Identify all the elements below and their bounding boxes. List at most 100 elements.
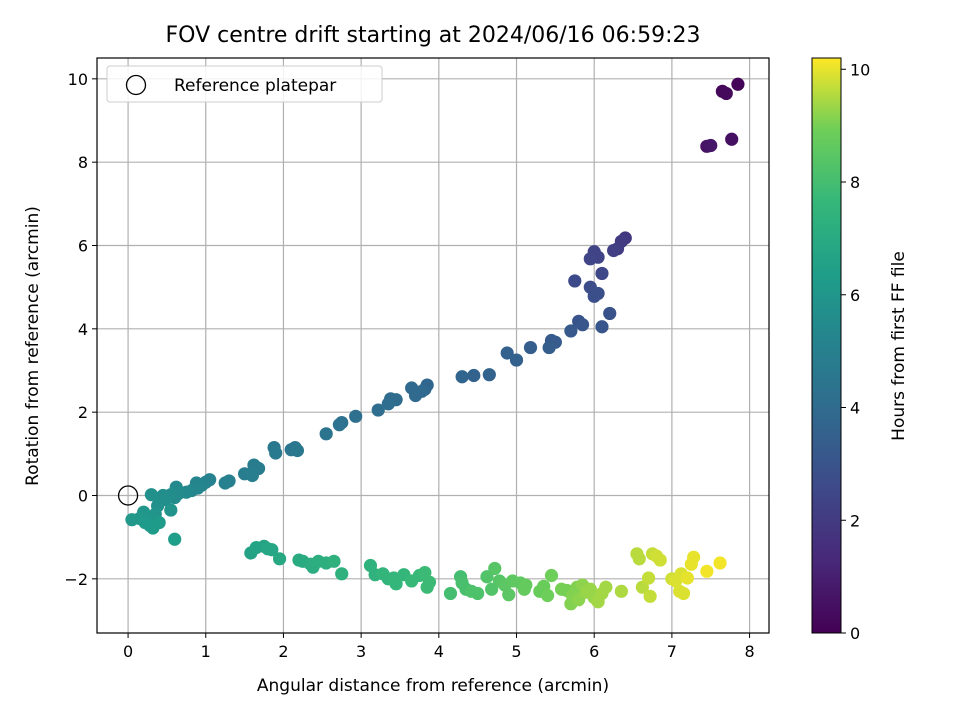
data-point [687, 550, 701, 564]
data-point [676, 586, 691, 601]
data-point [713, 556, 727, 570]
y-axis-ticks: −2 0 2 4 6 8 10 [64, 70, 97, 589]
x-tick-label: 7 [667, 642, 677, 661]
data-point [725, 132, 739, 146]
data-point [700, 564, 714, 578]
x-tick-label: 1 [201, 642, 211, 661]
data-point [641, 571, 656, 585]
legend-marker-icon [125, 74, 147, 96]
y-tick-label: −2 [64, 570, 88, 589]
data-point [607, 243, 621, 258]
data-point [587, 289, 601, 303]
data-point [599, 580, 613, 594]
y-tick-label: 8 [78, 153, 88, 172]
colorbar: 0 2 4 6 8 10 Hours from first FF file [811, 57, 909, 643]
data-point [704, 138, 718, 153]
colorbar-tick-label: 2 [850, 511, 860, 530]
data-point [443, 586, 458, 601]
plot-frame [96, 57, 770, 634]
data-point [509, 353, 524, 367]
y-tick-label: 2 [78, 403, 88, 422]
data-point [540, 588, 555, 603]
data-point [332, 418, 346, 432]
data-point [603, 306, 617, 321]
colorbar-tick-label: 0 [850, 624, 860, 643]
y-tick-label: 0 [78, 487, 88, 506]
data-point [420, 580, 434, 594]
colorbar-ticks: 0 2 4 6 8 10 [841, 60, 870, 643]
data-point [519, 578, 533, 592]
data-point [614, 584, 628, 598]
y-tick-label: 6 [78, 237, 88, 256]
data-point [485, 582, 499, 596]
data-point [632, 552, 646, 566]
data-point [125, 513, 139, 527]
data-point [146, 521, 160, 535]
data-point [595, 266, 609, 281]
x-tick-label: 3 [356, 642, 366, 661]
y-tick-label: 10 [68, 70, 88, 89]
colorbar-label: Hours from first FF file [889, 251, 909, 441]
data-point [564, 324, 578, 338]
data-point [381, 397, 395, 411]
data-point [482, 368, 496, 382]
data-point [595, 320, 609, 334]
data-point [269, 446, 283, 460]
data-point [542, 340, 556, 355]
legend: Reference platepar [106, 65, 383, 103]
data-point [408, 388, 423, 403]
data-point [583, 252, 597, 266]
x-tick-label: 8 [744, 642, 754, 661]
reference-marker-layer [117, 485, 139, 506]
data-point [680, 571, 695, 585]
data-point [245, 468, 259, 483]
data-point [164, 503, 178, 517]
data-point [261, 542, 275, 556]
data-point [544, 568, 559, 583]
x-tick-label: 2 [278, 642, 288, 661]
data-point [455, 370, 469, 384]
data-point [218, 476, 232, 490]
data-point [290, 443, 305, 458]
chart-title: FOV centre drift starting at 2024/06/16 … [166, 23, 701, 48]
data-point [523, 340, 538, 355]
reference-platepar-marker [117, 485, 139, 506]
data-point [731, 77, 745, 91]
data-point [144, 488, 158, 502]
colorbar-tick-label: 8 [850, 173, 860, 192]
data-points [125, 77, 745, 611]
data-point [349, 409, 363, 423]
y-axis-label: Rotation from reference (arcmin) [23, 206, 43, 486]
data-point [327, 554, 341, 568]
legend-entry-label: Reference platepar [174, 76, 336, 96]
data-point [371, 403, 385, 417]
data-point [719, 86, 733, 101]
data-point [467, 368, 481, 383]
gridlines [97, 58, 769, 633]
data-point [502, 588, 516, 602]
legend-box [106, 65, 383, 103]
data-point [335, 567, 349, 581]
x-tick-label: 4 [434, 642, 444, 661]
data-point [272, 552, 287, 566]
x-tick-label: 5 [511, 642, 521, 661]
colorbar-tick-label: 4 [850, 399, 860, 418]
colorbar-tick-label: 10 [850, 60, 870, 79]
data-point [471, 586, 485, 601]
x-axis-ticks: 0 1 2 3 4 5 6 7 8 [123, 633, 755, 661]
x-tick-label: 0 [123, 642, 133, 661]
data-point [575, 318, 590, 332]
data-point [568, 274, 582, 288]
data-point [480, 570, 494, 584]
y-tick-label: 4 [78, 320, 88, 339]
data-point [488, 561, 502, 576]
x-tick-label: 6 [589, 642, 599, 661]
x-axis-label: Angular distance from reference (arcmin) [257, 676, 609, 696]
colorbar-tick-label: 6 [850, 286, 860, 305]
colorbar-gradient [811, 57, 842, 634]
data-point [319, 427, 333, 441]
data-point [653, 553, 667, 567]
data-point [389, 577, 403, 591]
data-point [168, 532, 182, 546]
